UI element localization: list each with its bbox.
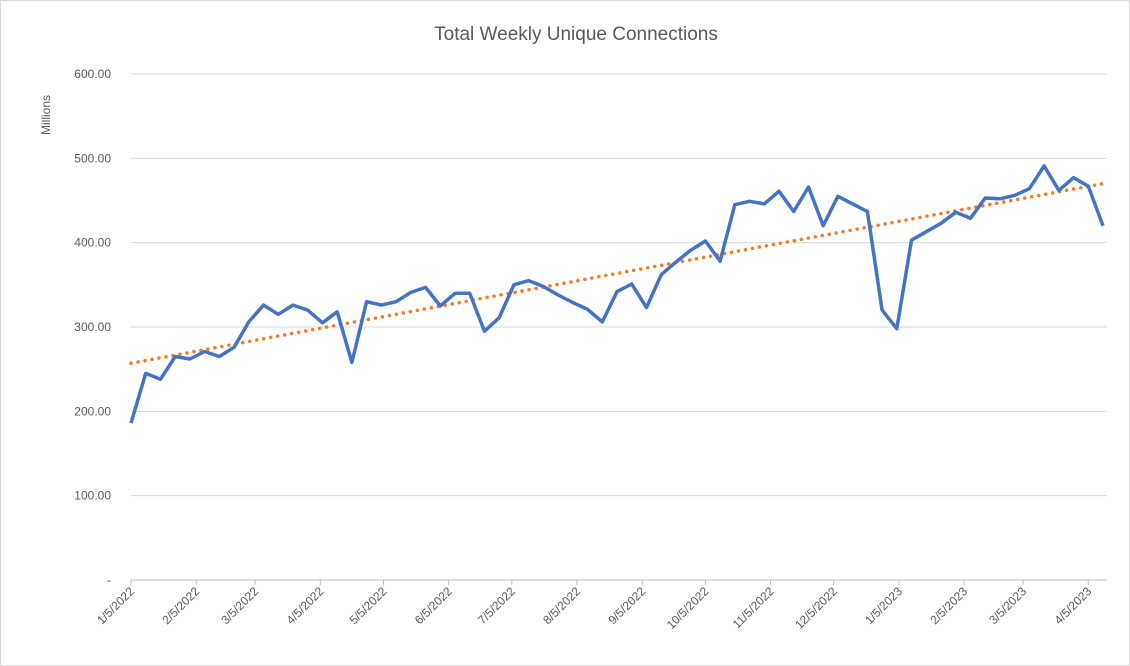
y-tick-label: 100.00: [74, 489, 111, 503]
y-tick-label: 200.00: [74, 404, 111, 418]
y-tick-label: 600.00: [74, 67, 111, 81]
y-tick-label: 300.00: [74, 320, 111, 334]
trendline: [129, 181, 1105, 366]
y-tick-label: -: [107, 573, 111, 587]
chart-title: Total Weekly Unique Connections: [434, 24, 718, 45]
data-line: [129, 164, 1105, 424]
y-tick-label: 500.00: [74, 151, 111, 165]
y-tick-label: 400.00: [74, 236, 111, 250]
y-axis-label: Millions: [39, 95, 53, 135]
